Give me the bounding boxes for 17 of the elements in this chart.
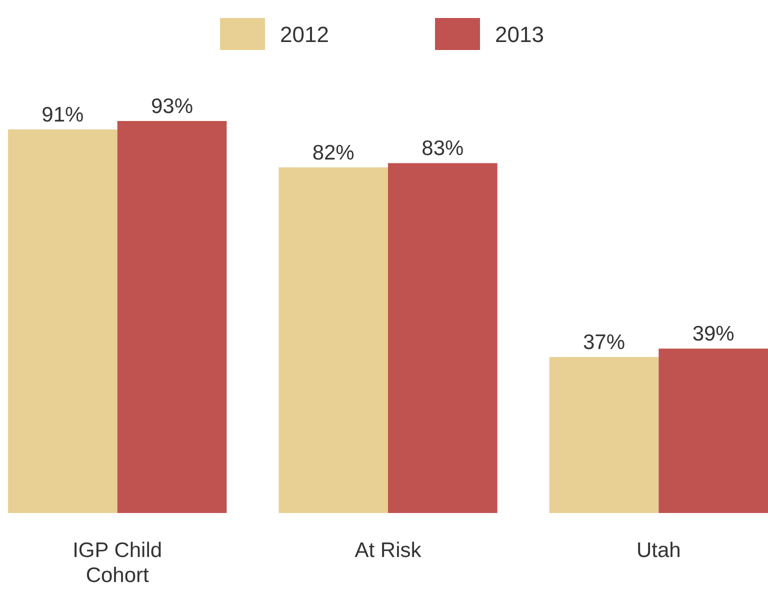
- data-label: 82%: [312, 141, 354, 164]
- bar: [117, 121, 227, 513]
- x-tick-label: At Risk: [354, 539, 422, 562]
- data-label: 93%: [150, 95, 194, 118]
- legend-label: 2013: [495, 22, 544, 47]
- bar: [549, 357, 659, 513]
- data-label: 39%: [692, 322, 734, 346]
- data-label: 91%: [42, 103, 84, 126]
- legend-label: 2012: [280, 22, 329, 47]
- bar: [658, 348, 768, 513]
- x-tick-label: Utah: [636, 539, 681, 562]
- data-label: 37%: [582, 331, 626, 354]
- bar: [278, 167, 388, 513]
- x-tick-label: IGP Child Cohort: [72, 539, 162, 587]
- bar: [8, 129, 118, 513]
- bar: [388, 163, 498, 513]
- data-label: 83%: [422, 137, 464, 160]
